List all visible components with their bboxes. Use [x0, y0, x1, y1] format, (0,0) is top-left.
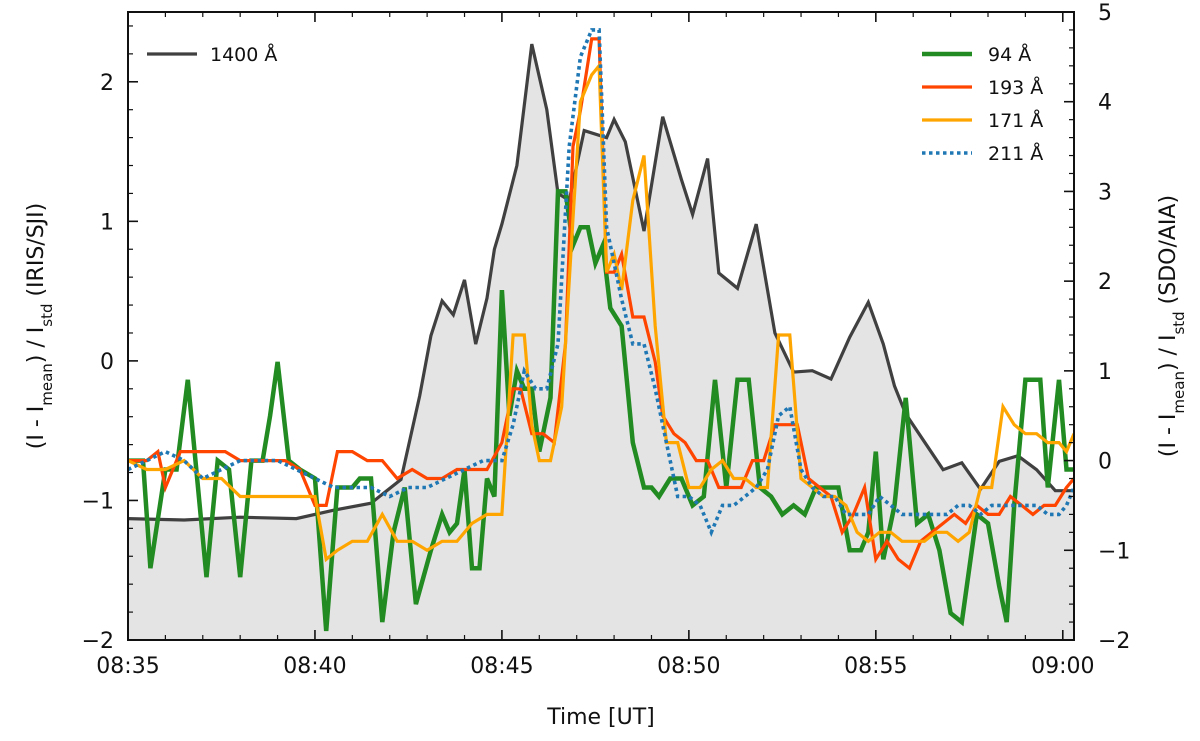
y-right-title-mid: ) / I — [1156, 335, 1181, 371]
y-right-title-sub2: std — [1170, 311, 1188, 334]
y-left-axis-title: (I - Imean) / Istd (IRIS/SJI) — [24, 203, 56, 449]
legend-left: 1400 Å — [147, 43, 277, 66]
y-left-tick-label: 0 — [100, 350, 114, 375]
y-right-tick-label: 1 — [1098, 360, 1112, 385]
legend-label: 1400 Å — [210, 43, 277, 66]
x-axis-title: Time [UT] — [546, 705, 655, 730]
y-left-tick-label: −1 — [82, 489, 114, 514]
y-right-tick-label: −2 — [1098, 629, 1130, 654]
y-left-title-sub2: std — [38, 304, 56, 327]
x-tick-label: 08:45 — [470, 654, 533, 679]
series-line-2 — [128, 37, 1074, 571]
x-tick-label: 08:50 — [657, 654, 720, 679]
y-right-title-main: (I - I — [1156, 414, 1181, 457]
legend-label: 171 Å — [988, 109, 1043, 132]
y-right-tick-label: −1 — [1098, 539, 1130, 564]
svg-text:(I - Imean) / Istd (IRIS/SJI): (I - Imean) / Istd (IRIS/SJI) — [24, 203, 56, 449]
y-left-title-sub1: mean — [38, 363, 56, 406]
y-left-tick-label: −2 — [82, 629, 114, 654]
y-left-tick-label: 1 — [100, 210, 114, 235]
plot-frame — [127, 11, 1075, 641]
tick-layer: 08:35 08:40 08:45 08:50 08:55 09:00−2−1012−2−… — [82, 1, 1131, 679]
y-right-tick-label: 4 — [1098, 91, 1112, 116]
y-right-tick-label: 3 — [1098, 180, 1112, 205]
y-left-title-tail: (IRIS/SJI) — [24, 203, 49, 304]
x-tick-label: 09:00 — [1031, 654, 1094, 679]
y-left-title-mid: ) / I — [24, 327, 49, 363]
x-tick-label: 08:55 — [844, 654, 907, 679]
svg-text:(I - Imean) / Istd (SDO/AIA): (I - Imean) / Istd (SDO/AIA) — [1156, 195, 1188, 457]
legend-label: 211 Å — [988, 142, 1043, 165]
y-right-tick-label: 2 — [1098, 270, 1112, 295]
series-layer — [128, 28, 1074, 632]
series-line-4 — [128, 28, 1074, 537]
series-line-3 — [128, 61, 1074, 563]
y-left-tick-label: 2 — [100, 71, 114, 96]
y-right-title-tail: (SDO/AIA) — [1156, 195, 1181, 311]
x-tick-label: 08:40 — [283, 654, 346, 679]
legend-label: 193 Å — [988, 76, 1043, 99]
y-right-tick-label: 5 — [1098, 1, 1112, 26]
y-right-tick-label: 0 — [1098, 450, 1112, 475]
x-tick-label: 08:35 — [96, 654, 159, 679]
y-right-axis-title: (I - Imean) / Istd (SDO/AIA) — [1156, 195, 1188, 457]
legend-right: 94 Å 193 Å 171 Å 211 Å — [922, 43, 1043, 165]
y-right-title-sub1: mean — [1170, 371, 1188, 414]
y-left-title-main: (I - I — [24, 406, 49, 449]
series-line-0 — [128, 43, 1074, 522]
legend-label: 94 Å — [988, 43, 1031, 66]
